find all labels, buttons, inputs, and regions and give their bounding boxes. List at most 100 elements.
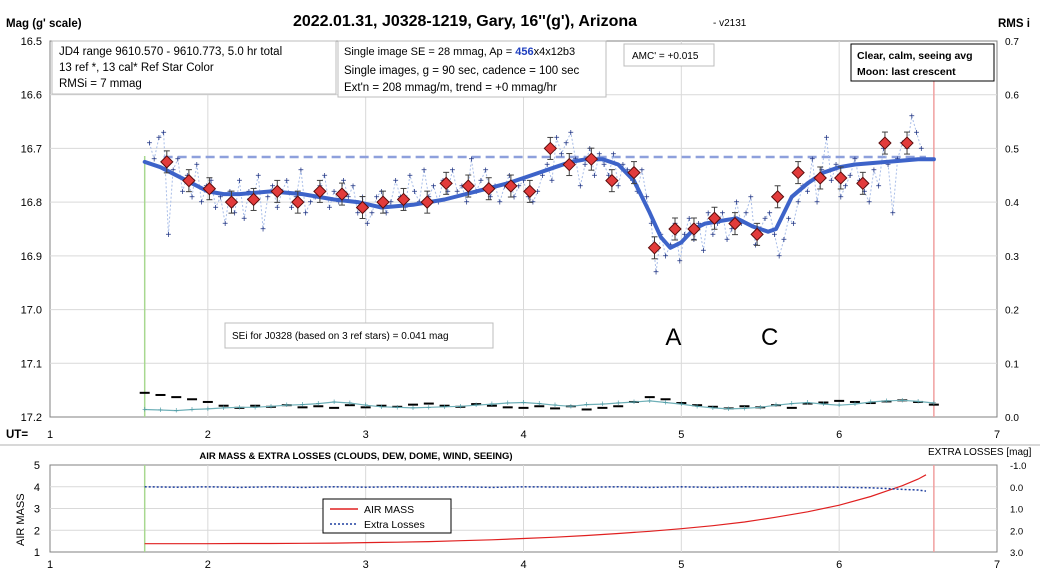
single-image-point: + bbox=[596, 149, 602, 160]
single-image-point: + bbox=[274, 203, 280, 214]
single-image-point: + bbox=[909, 112, 915, 123]
rms-ref-point: + bbox=[679, 399, 684, 409]
single-image-point: + bbox=[303, 208, 309, 219]
amc-label: AMC' = +0.015 bbox=[632, 51, 699, 62]
y-tick-label: 1 bbox=[34, 547, 40, 559]
chart-version: - v2131 bbox=[713, 18, 747, 29]
binned-mean-point bbox=[878, 136, 892, 150]
x-axis-label: UT= bbox=[6, 429, 28, 441]
y-tick-label: 17.2 bbox=[21, 412, 42, 424]
binned-mean-point bbox=[270, 184, 284, 199]
binned-mean-point bbox=[376, 195, 390, 209]
x-tick-label: 5 bbox=[678, 559, 684, 571]
single-image-point: + bbox=[549, 176, 555, 187]
single-image-point: + bbox=[151, 155, 157, 166]
rms-ref-point: + bbox=[884, 396, 889, 406]
single-image-point: + bbox=[701, 246, 707, 257]
annotation-c: C bbox=[761, 324, 778, 351]
single-image-point: + bbox=[734, 198, 740, 209]
single-image-point: + bbox=[341, 176, 347, 187]
single-image-point: + bbox=[648, 219, 654, 230]
single-image-point: + bbox=[918, 144, 924, 155]
info-left-line-3: RMSi = 7 mmag bbox=[59, 78, 142, 90]
rms-ref-point: + bbox=[142, 404, 147, 414]
legend-extra-losses-label: Extra Losses bbox=[364, 519, 425, 531]
y2-tick-label: 0.2 bbox=[1005, 306, 1019, 317]
rms-ref-point: + bbox=[868, 397, 873, 407]
chart-title: 2022.01.31, J0328-1219, Gary, 16''(g'), … bbox=[293, 13, 637, 30]
x-tick-label: 7 bbox=[994, 429, 1000, 441]
airmass-legend bbox=[322, 498, 452, 534]
extra-losses-axis-label: EXTRA LOSSES [mag] bbox=[928, 447, 1032, 458]
y2-tick-label: 0.1 bbox=[1005, 359, 1019, 370]
single-image-point: + bbox=[639, 165, 645, 176]
single-image-point: + bbox=[577, 182, 583, 193]
single-image-point: + bbox=[663, 251, 669, 262]
y-tick-label: 16.6 bbox=[21, 90, 42, 102]
rms-ref-point: + bbox=[158, 405, 163, 415]
x-tick-label: 3 bbox=[363, 559, 369, 571]
rms-ref-point: + bbox=[395, 402, 400, 412]
single-image-point: + bbox=[861, 187, 867, 198]
single-image-point: + bbox=[620, 160, 626, 171]
single-image-point: + bbox=[843, 182, 849, 193]
rms-ref-point: + bbox=[694, 401, 699, 411]
airmass-title: AIR MASS & EXTRA LOSSES (CLOUDS, DEW, DO… bbox=[199, 451, 512, 462]
single-image-point: + bbox=[719, 208, 725, 219]
info-mid-line-2: Single images, g = 90 sec, cadence = 100… bbox=[344, 65, 580, 77]
airmass-line bbox=[144, 474, 927, 545]
single-image-point: + bbox=[364, 219, 370, 230]
single-image-point: + bbox=[743, 208, 749, 219]
single-image-point: + bbox=[478, 176, 484, 187]
single-image-point: + bbox=[738, 219, 744, 230]
single-image-point: + bbox=[544, 160, 550, 171]
rms-ref-point: + bbox=[710, 403, 715, 413]
single-image-point: + bbox=[222, 219, 228, 230]
single-image-point: + bbox=[298, 165, 304, 176]
x-tick-label: 1 bbox=[47, 559, 53, 571]
airmass-grid bbox=[50, 465, 997, 552]
rms-ref-point: + bbox=[647, 396, 652, 406]
rms-ref-point: + bbox=[300, 400, 305, 410]
y2-tick-label: 0.4 bbox=[1005, 198, 1019, 209]
y2-tick-label: 0.7 bbox=[1005, 37, 1019, 48]
single-image-point: + bbox=[824, 133, 830, 144]
single-image-point: + bbox=[459, 182, 465, 193]
y-tick-label: 4 bbox=[34, 482, 40, 494]
binned-mean-point bbox=[420, 195, 434, 209]
single-image-point: + bbox=[468, 155, 474, 166]
single-image-point: + bbox=[326, 203, 332, 214]
single-image-point: + bbox=[615, 182, 621, 193]
binned-mean-point bbox=[687, 222, 701, 236]
conditions-box bbox=[850, 43, 995, 82]
single-images-line bbox=[148, 116, 922, 273]
conditions-line-2: Moon: last crescent bbox=[857, 66, 956, 78]
rms-ref-point: + bbox=[821, 399, 826, 409]
single-image-point: + bbox=[369, 208, 375, 219]
airmass-axis-label: AIR MASS bbox=[15, 493, 27, 546]
x-tick-label: 5 bbox=[678, 429, 684, 441]
y2-tick-label: 0.6 bbox=[1005, 91, 1019, 102]
binned-mean-point bbox=[584, 152, 599, 166]
y-tick-label: 17.1 bbox=[21, 358, 42, 370]
x-tick-label: 7 bbox=[994, 559, 1000, 571]
rms-ref-point: + bbox=[742, 403, 747, 413]
single-image-point: + bbox=[379, 187, 385, 198]
y-tick-label: 17.0 bbox=[21, 305, 42, 317]
single-image-point: + bbox=[165, 230, 171, 241]
rms-ref-point: + bbox=[631, 397, 636, 407]
rms-ref-point: + bbox=[852, 399, 857, 409]
single-image-point: + bbox=[388, 198, 394, 209]
single-image-point: + bbox=[208, 176, 214, 187]
single-image-point: + bbox=[847, 171, 853, 182]
rms-ref-point: + bbox=[505, 398, 510, 408]
single-image-point: + bbox=[852, 155, 858, 166]
single-image-point: + bbox=[876, 182, 882, 193]
binned-mean-point bbox=[246, 192, 261, 207]
sei-label: SEi for J0328 (based on 3 ref stars) = 0… bbox=[232, 331, 449, 342]
single-image-point: + bbox=[402, 203, 408, 214]
binned-mean-point bbox=[202, 182, 217, 196]
binned-mean-point bbox=[834, 171, 848, 185]
info-mid-line-1-pre: Single image SE = 28 mmag, Ap = bbox=[344, 46, 515, 58]
